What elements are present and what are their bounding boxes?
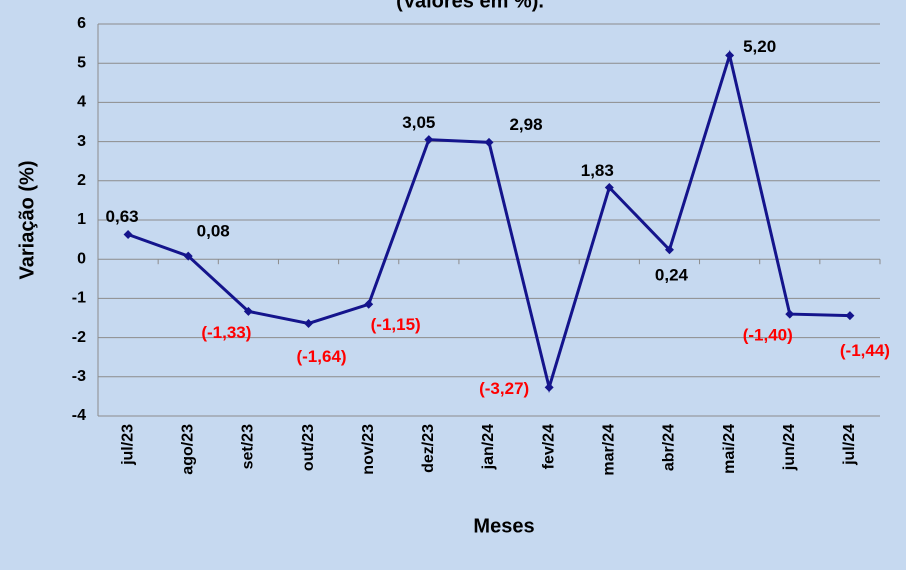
x-tick-label: jun/24 [781,424,798,471]
y-tick-label: -2 [72,329,86,346]
marker [183,251,193,261]
data-label: 2,98 [509,115,542,134]
y-tick-label: 2 [77,172,86,189]
x-tick-label: dez/23 [420,424,437,473]
data-label: 0,24 [655,265,689,284]
marker [484,137,494,147]
x-tick-label: out/23 [300,424,317,471]
data-label: 0,08 [197,222,230,241]
x-tick-label: fev/24 [540,424,557,469]
chart-title: (Valores em %). [396,0,544,12]
x-tick-label: jul/24 [841,424,858,466]
y-tick-label: -4 [72,407,86,424]
data-label: (-1,40) [743,326,793,345]
y-axis-title: Variação (%) [16,161,38,280]
data-label: 1,83 [581,161,614,180]
y-tick-label: 3 [77,133,86,150]
x-tick-label: jul/23 [119,424,136,466]
data-label: 0,63 [106,207,139,226]
x-tick-label: mai/24 [721,424,738,474]
x-tick-label: set/23 [240,424,257,469]
marker [424,135,434,145]
data-label: (-1,64) [296,347,346,366]
marker [123,230,133,240]
y-tick-label: 0 [77,250,86,267]
marker [845,311,855,321]
x-tick-label: mar/24 [601,424,618,476]
y-tick-label: 5 [77,54,86,71]
marker [364,299,374,309]
y-tick-label: -1 [72,290,86,307]
x-tick-label: jan/24 [480,424,497,470]
data-label: 5,20 [743,37,776,56]
x-tick-label: ago/23 [179,424,196,475]
y-tick-label: -3 [72,368,86,385]
data-label: 3,05 [402,113,435,132]
marker [785,309,795,319]
marker [664,245,674,255]
y-tick-label: 6 [77,15,86,32]
x-axis-title: Meses [473,515,534,537]
data-label: (-3,27) [479,379,529,398]
y-tick-label: 1 [77,211,86,228]
marker [604,182,614,192]
marker [544,382,554,392]
data-label: (-1,15) [371,315,421,334]
marker [243,306,253,316]
marker [725,50,735,60]
marker [304,318,314,328]
y-tick-label: 4 [77,94,86,111]
data-label: (-1,44) [840,341,890,360]
data-label: (-1,33) [201,323,251,342]
x-tick-label: nov/23 [360,424,377,475]
x-tick-label: abr/24 [661,424,678,471]
